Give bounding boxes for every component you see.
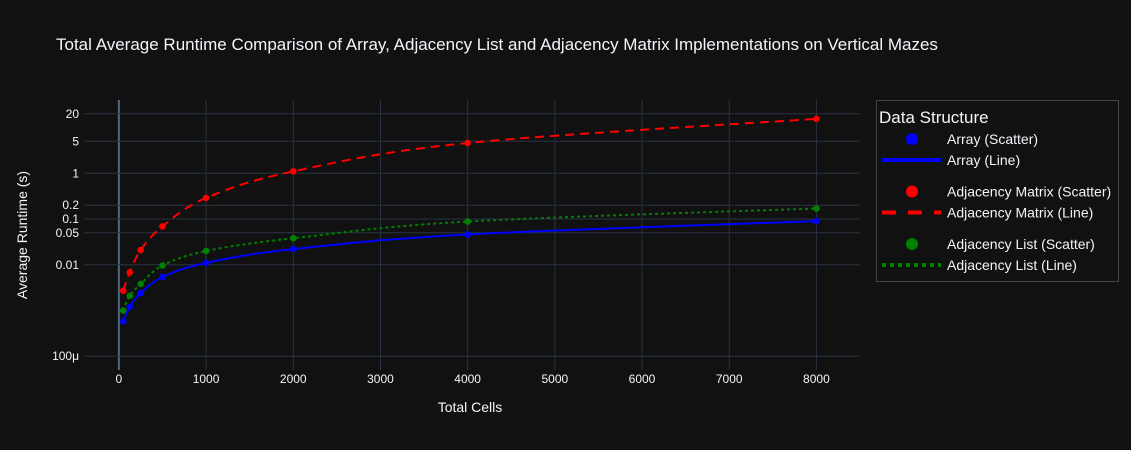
data-point-adjacency-list xyxy=(159,262,166,269)
data-point-adjacency-list xyxy=(202,247,210,255)
series-array xyxy=(119,217,820,325)
series-group xyxy=(119,115,820,325)
data-point-array xyxy=(289,245,297,253)
data-point-adjacency-list xyxy=(464,218,471,225)
legend-label: Adjacency Matrix (Line) xyxy=(947,205,1093,221)
y-tick-label: 0.01 xyxy=(56,258,80,272)
y-tick-label: 20 xyxy=(66,107,80,121)
legend-title: Data Structure xyxy=(879,108,989,127)
data-point-adjacency-list xyxy=(289,234,297,242)
series-line-adjacency-matrix xyxy=(122,117,817,292)
x-tick-label: 4000 xyxy=(454,372,481,386)
y-tick-label: 0.2 xyxy=(62,198,79,212)
data-point-adjacency-matrix xyxy=(137,246,144,254)
data-point-adjacency-list xyxy=(137,280,144,288)
legend-marker xyxy=(906,238,918,250)
legend-item-array-scatter[interactable]: Array (Scatter) xyxy=(906,131,1038,147)
y-tick-label: 5 xyxy=(72,134,79,148)
y-tick-label: 0.05 xyxy=(56,226,80,240)
x-tick-label: 8000 xyxy=(803,372,830,386)
data-point-adjacency-list xyxy=(119,307,127,314)
y-axis-title: Average Runtime (s) xyxy=(14,171,30,299)
legend[interactable]: Data Structure Array (Scatter) Array (Lin… xyxy=(876,100,1119,282)
legend-label: Adjacency Matrix (Scatter) xyxy=(947,184,1111,200)
data-point-adjacency-matrix xyxy=(119,287,127,295)
x-tick-label: 6000 xyxy=(629,372,656,386)
data-point-adjacency-list xyxy=(813,205,820,212)
data-point-array xyxy=(119,318,127,325)
data-point-adjacency-list xyxy=(126,292,134,300)
data-point-array xyxy=(813,217,820,225)
data-point-adjacency-matrix xyxy=(202,194,210,202)
x-tick-label: 3000 xyxy=(367,372,394,386)
x-tick-label: 2000 xyxy=(280,372,307,386)
y-tick-label: 0.1 xyxy=(62,212,79,226)
data-point-array xyxy=(159,273,166,281)
y-tick-label: 1 xyxy=(72,166,79,180)
data-point-adjacency-matrix xyxy=(159,223,166,230)
data-point-array xyxy=(137,289,144,297)
legend-item-adjacency-matrix-line[interactable]: Adjacency Matrix (Line) xyxy=(882,205,1093,221)
data-point-array xyxy=(464,231,471,238)
data-point-adjacency-matrix xyxy=(126,269,134,276)
series-adjacency-matrix xyxy=(119,115,820,295)
legend-item-array-line[interactable]: Array (Line) xyxy=(882,152,1020,168)
data-point-adjacency-matrix xyxy=(289,168,297,175)
legend-label: Array (Scatter) xyxy=(947,131,1038,147)
series-adjacency-list xyxy=(119,205,820,314)
tick-labels: 0 1000 2000 3000 4000 5000 6000 7000 8000 100μ 0.0… xyxy=(52,107,830,386)
x-tick-label: 7000 xyxy=(716,372,743,386)
legend-label: Adjacency List (Scatter) xyxy=(947,236,1095,252)
x-tick-label: 1000 xyxy=(193,372,220,386)
legend-item-adjacency-list-line[interactable]: Adjacency List (Line) xyxy=(882,257,1077,273)
legend-item-adjacency-list-scatter[interactable]: Adjacency List (Scatter) xyxy=(906,236,1095,252)
data-point-array xyxy=(126,303,134,311)
series-line-adjacency-list xyxy=(122,207,817,311)
data-point-adjacency-matrix xyxy=(464,139,471,147)
x-tick-label: 0 xyxy=(116,372,123,386)
series-line-array xyxy=(122,220,817,322)
chart-title: Total Average Runtime Comparison of Arra… xyxy=(56,35,938,54)
legend-items[interactable]: Array (Scatter) Array (Line) Adjacency Mat… xyxy=(882,131,1111,273)
legend-label: Adjacency List (Line) xyxy=(947,257,1077,273)
data-point-adjacency-matrix xyxy=(813,115,820,123)
x-tick-label: 5000 xyxy=(541,372,568,386)
x-axis-title: Total Cells xyxy=(438,399,503,415)
data-point-array xyxy=(202,259,210,267)
legend-marker xyxy=(906,185,918,198)
grid xyxy=(84,100,860,370)
legend-marker xyxy=(906,133,918,145)
y-tick-label: 100μ xyxy=(52,349,79,363)
legend-label: Array (Line) xyxy=(947,152,1020,168)
legend-item-adjacency-matrix-scatter[interactable]: Adjacency Matrix (Scatter) xyxy=(906,184,1111,200)
